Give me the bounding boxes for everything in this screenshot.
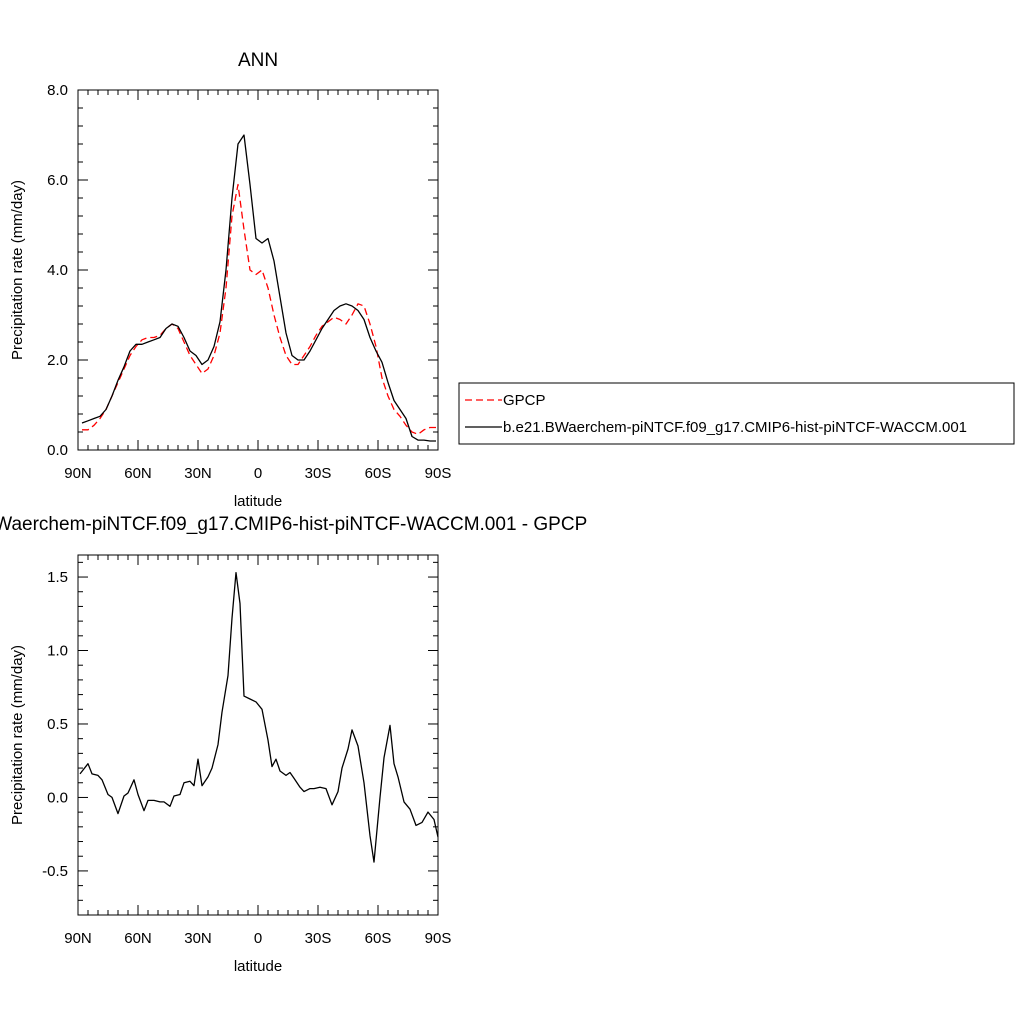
annual-precip-panel: ANN 90N 60N 30N 0 30S 60S 90S 0.0 2.0 4.0 6.0 8.0 lat…: [9, 50, 1015, 510]
difference-panel: b.e21.BWaerchem-piNTCF.f09_g17.CMIP6-his…: [0, 514, 587, 975]
x-tick-label: 60N: [124, 465, 152, 482]
y-tick-label: 1.5: [47, 569, 68, 586]
legend-entry: GPCP: [503, 392, 546, 409]
x-tick-label: 90N: [64, 465, 92, 482]
y-tick-label: 0.5: [47, 716, 68, 733]
x-tick-label: 90S: [425, 465, 452, 482]
series-line-b: [81, 134, 436, 442]
x-tick-label: 30S: [305, 465, 332, 482]
x-axis-label: latitude: [234, 958, 282, 975]
y-tick-label: 6.0: [47, 172, 68, 189]
y-tick-label: 0.0: [47, 789, 68, 806]
x-tick-label: 60S: [365, 930, 392, 947]
x-axis-label: latitude: [234, 493, 282, 510]
chart-legend: GPCP b.e21.BWaerchem-piNTCF.f09_g17.CMIP6…: [458, 382, 1015, 445]
x-tick-label: 90S: [425, 930, 452, 947]
y-axis-label: Precipitation rate (mm/day): [9, 645, 26, 825]
y-tick-label: 2.0: [47, 352, 68, 369]
plot-frame: [77, 89, 439, 451]
x-tick-label: 0: [254, 465, 262, 482]
x-tick-label: 90N: [64, 930, 92, 947]
plot-frame: [77, 554, 439, 916]
x-tick-label: 30S: [305, 930, 332, 947]
x-tick-label: 0: [254, 930, 262, 947]
difference-series-line: [79, 571, 439, 863]
x-tick-label: 30N: [184, 930, 212, 947]
x-tick-label: 30N: [184, 465, 212, 482]
legend-box: [458, 382, 1015, 445]
y-tick-label: 1.0: [47, 643, 68, 660]
y-tick-label: -0.5: [42, 863, 68, 880]
x-tick-label: 60N: [124, 930, 152, 947]
series-line-gpcp: [82, 183, 436, 435]
y-tick-label: 0.0: [47, 442, 68, 459]
y-axis-label: Precipitation rate (mm/day): [9, 180, 26, 360]
chart-title: b.e21.BWaerchem-piNTCF.f09_g17.CMIP6-his…: [0, 514, 587, 535]
y-tick-label: 8.0: [47, 82, 68, 99]
y-tick-label: 4.0: [47, 262, 68, 279]
chart-title: ANN: [238, 50, 278, 71]
legend-entry: b.e21.BWaerchem-piNTCF.f09_g17.CMIP6-his…: [503, 419, 967, 436]
x-tick-label: 60S: [365, 465, 392, 482]
